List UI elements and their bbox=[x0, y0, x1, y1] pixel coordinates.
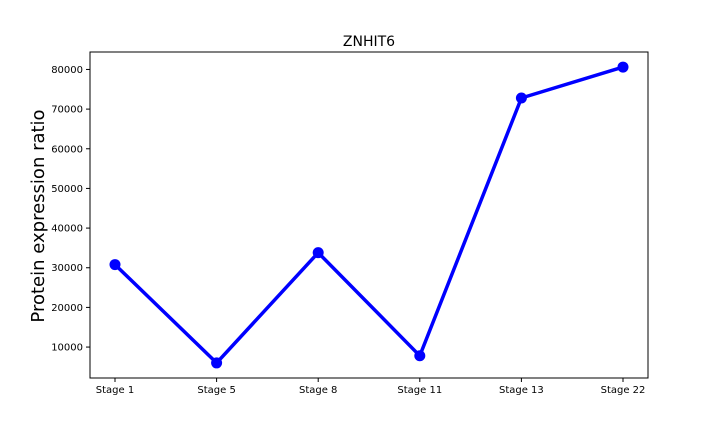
x-tick-label: Stage 8 bbox=[299, 385, 337, 396]
y-tick-label: 30000 bbox=[51, 263, 83, 274]
data-point bbox=[515, 92, 527, 104]
y-tick-label: 60000 bbox=[51, 144, 83, 155]
x-tick-label: Stage 1 bbox=[96, 385, 134, 396]
x-tick-label: Stage 22 bbox=[601, 385, 646, 396]
y-tick-label: 20000 bbox=[51, 303, 83, 314]
data-point bbox=[617, 61, 629, 73]
y-axis: 10000 20000 30000 40000 50000 60000 70000 80000 bbox=[51, 65, 90, 354]
plot-area bbox=[89, 51, 649, 379]
y-tick-label: 40000 bbox=[51, 224, 83, 235]
data-point bbox=[312, 247, 324, 259]
chart-title: ZNHIT6 bbox=[343, 34, 395, 50]
series-line bbox=[113, 65, 624, 365]
y-tick-label: 70000 bbox=[51, 105, 83, 116]
x-tick-label: Stage 5 bbox=[197, 385, 235, 396]
y-tick-label: 50000 bbox=[51, 184, 83, 195]
x-tick-label: Stage 11 bbox=[397, 385, 442, 396]
y-axis-label: Protein expression ratio bbox=[28, 109, 49, 322]
data-point bbox=[109, 259, 121, 271]
x-axis: Stage 1 Stage 5 Stage 8 Stage 11 Stage 13 Sta… bbox=[96, 378, 646, 396]
x-tick-label: Stage 13 bbox=[499, 385, 544, 396]
series-group bbox=[109, 61, 629, 369]
y-tick-label: 10000 bbox=[51, 343, 83, 354]
data-point bbox=[414, 350, 426, 362]
y-tick-label: 80000 bbox=[51, 65, 83, 76]
data-point bbox=[211, 357, 223, 369]
